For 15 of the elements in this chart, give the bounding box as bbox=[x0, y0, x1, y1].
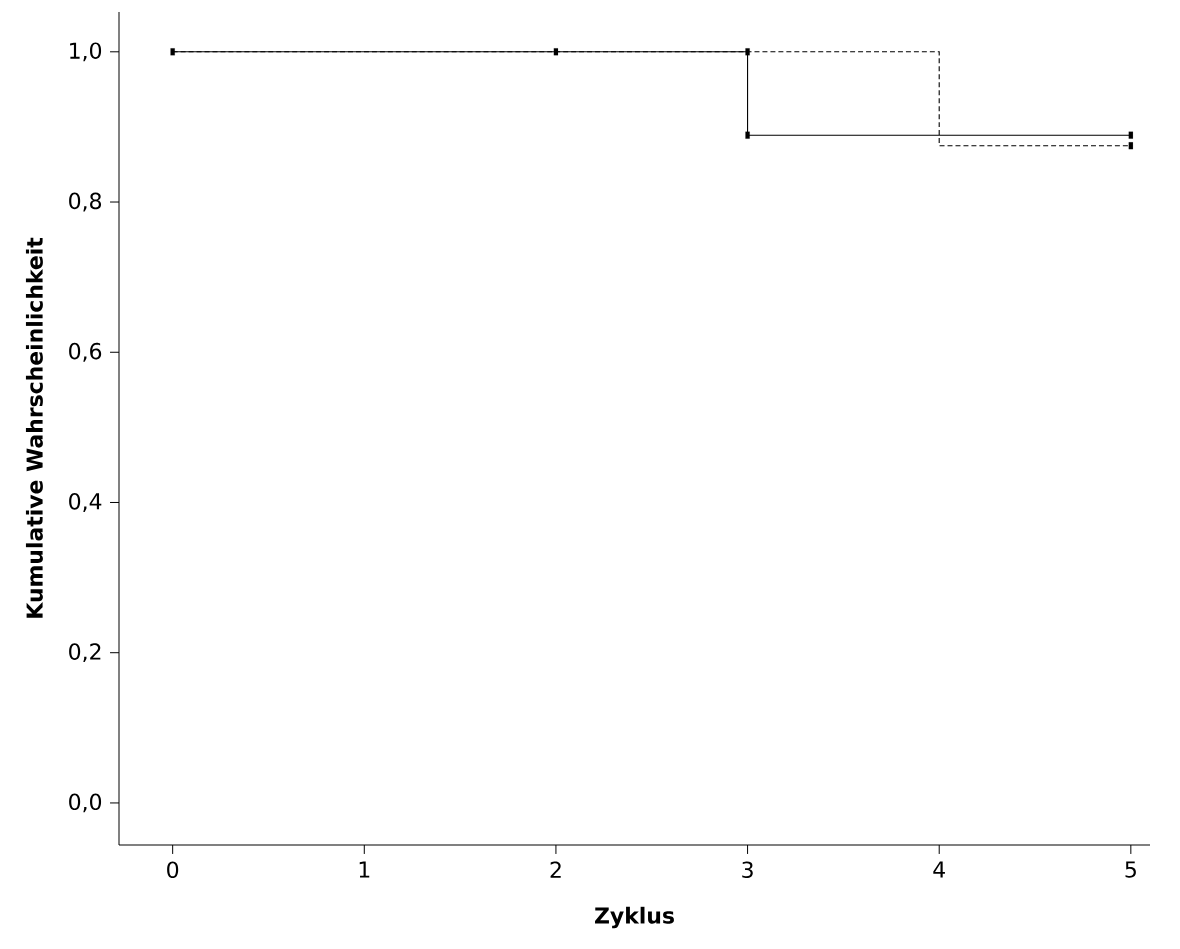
y-tick-label: 1,0 bbox=[70, 42, 102, 62]
x-tick-label: 1 bbox=[359, 861, 370, 878]
y-tick-label: 0,4 bbox=[69, 493, 102, 512]
y-tick-label: 0,8 bbox=[69, 192, 102, 212]
x-tick-label: 4 bbox=[933, 861, 945, 878]
x-tick-label: 0 bbox=[167, 861, 179, 879]
x-tick-label: 2 bbox=[550, 861, 561, 878]
y-tick-label: 0,0 bbox=[69, 793, 102, 813]
x-tick-label: 5 bbox=[1125, 861, 1136, 878]
y-tick-label: 0,6 bbox=[69, 342, 102, 362]
y-axis-title: Kumulative Wahrscheinlichkeit bbox=[25, 237, 43, 618]
x-axis-title: Zyklus bbox=[595, 906, 674, 929]
y-tick-label: 0,2 bbox=[69, 643, 101, 663]
x-tick-label: 3 bbox=[742, 861, 753, 879]
point bbox=[553, 48, 559, 56]
